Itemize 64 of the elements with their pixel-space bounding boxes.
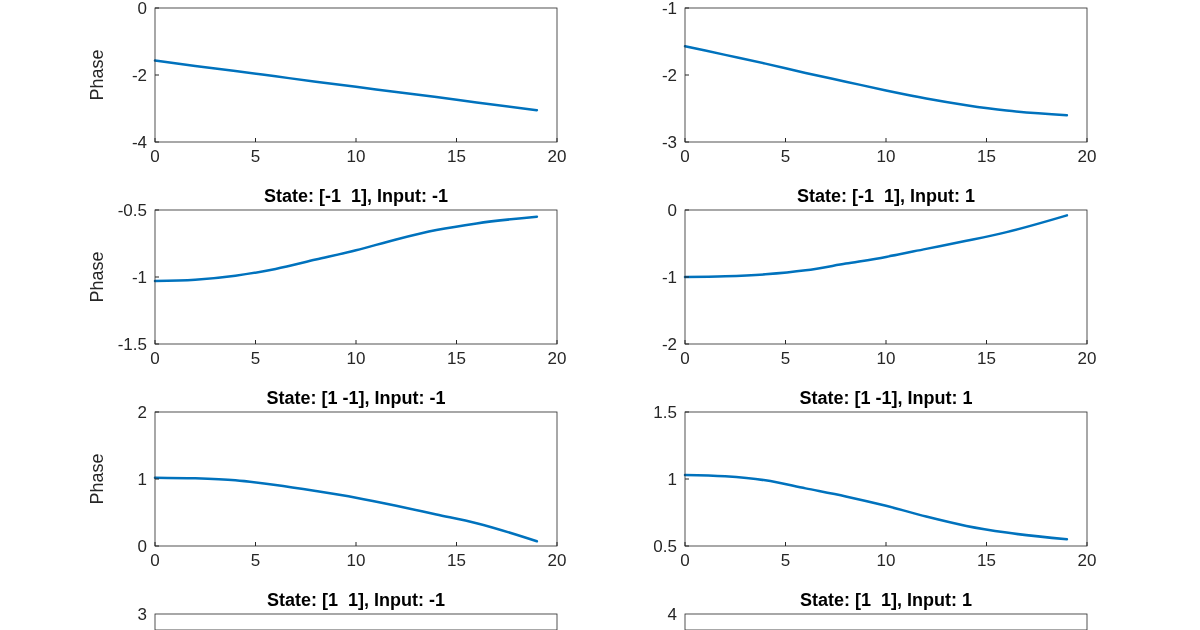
x-tick-label: 10 <box>876 147 896 166</box>
y-axis-title: Phase <box>87 251 107 303</box>
y-tick-label: 1 <box>667 469 677 489</box>
x-tick-label: 0 <box>680 551 690 570</box>
y-tick-label: -2 <box>131 65 147 85</box>
y-axis-title: Phase <box>87 453 107 505</box>
x-tick-label: 20 <box>547 349 567 368</box>
x-tick-label: 5 <box>250 349 261 368</box>
y-tick-label: 0 <box>667 200 677 220</box>
x-tick-label: 20 <box>547 551 567 570</box>
x-tick-label: 15 <box>447 147 466 166</box>
y-tick-label: 0.5 <box>653 536 677 556</box>
text: State: [1 1], Input: -1 <box>266 590 446 610</box>
x-tick-label: 5 <box>780 349 791 368</box>
y-tick-label: -1.5 <box>117 334 147 354</box>
y-tick-label: 1.5 <box>653 402 677 422</box>
y-tick-label: -1 <box>131 267 147 287</box>
x-tick-label: 5 <box>780 147 791 166</box>
x-tick-label: 20 <box>1077 349 1097 368</box>
y-tick-label: -1 <box>661 267 677 287</box>
y-tick-label: 0 <box>137 536 147 556</box>
text: 3 <box>137 604 147 624</box>
x-tick-label: 0 <box>680 147 690 166</box>
x-tick-label: 20 <box>1077 551 1097 570</box>
y-tick-label: -2 <box>661 65 677 85</box>
y-tick-label: 0 <box>137 0 147 18</box>
x-tick-label: 0 <box>150 147 160 166</box>
y-tick-label: -1 <box>661 0 677 18</box>
line-series <box>153 476 539 543</box>
x-tick-label: 5 <box>250 551 261 570</box>
x-tick-label: 10 <box>346 147 366 166</box>
x-tick-label: 10 <box>876 551 896 570</box>
y-tick-label: -2 <box>661 334 677 354</box>
x-tick-label: 15 <box>977 349 996 368</box>
line-series <box>683 473 1069 541</box>
x-tick-label: 10 <box>346 551 366 570</box>
x-tick-label: 15 <box>447 349 466 368</box>
chart-title: State: [1 -1], Input: -1 <box>266 388 446 408</box>
y-tick-label: -3 <box>661 132 677 152</box>
x-tick-label: 15 <box>447 551 466 570</box>
x-tick-label: 15 <box>977 551 996 570</box>
y-tick-label: -0.5 <box>117 200 147 220</box>
x-tick-label: 0 <box>150 551 160 570</box>
y-axis-title: Phase <box>87 49 107 101</box>
y-tick-label: -4 <box>131 132 147 152</box>
x-tick-label: 20 <box>1077 147 1097 166</box>
line-series <box>153 59 539 112</box>
x-tick-label: 0 <box>150 349 160 368</box>
text: 4 <box>667 604 677 624</box>
x-tick-label: 5 <box>780 551 791 570</box>
x-tick-label: 0 <box>680 349 690 368</box>
y-tick-label: 2 <box>137 402 147 422</box>
line-series <box>683 44 1069 117</box>
chart-title: State: [-1 1], Input: -1 <box>264 186 448 206</box>
x-tick-label: 15 <box>977 147 996 166</box>
x-tick-label: 10 <box>346 349 366 368</box>
x-tick-label: 5 <box>250 147 261 166</box>
text: State: [1 1], Input: 1 <box>799 590 973 610</box>
chart-title: State: [-1 1], Input: 1 <box>796 186 976 206</box>
x-tick-label: 10 <box>876 349 896 368</box>
x-tick-label: 20 <box>547 147 567 166</box>
y-tick-label: 1 <box>137 469 147 489</box>
chart-title: State: [1 -1], Input: 1 <box>799 388 973 408</box>
line-series <box>153 215 539 283</box>
